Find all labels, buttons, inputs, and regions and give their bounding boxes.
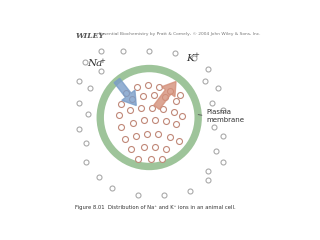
Text: +: + [193,52,199,58]
Text: Na: Na [87,60,102,68]
Text: Essential Biochemistry by Pratt & Cornely, © 2004 John Wiley & Sons, Inc.: Essential Biochemistry by Pratt & Cornel… [99,32,261,36]
Text: WILEY: WILEY [75,32,104,40]
FancyArrow shape [154,81,176,109]
Text: +: + [99,58,105,64]
FancyArrow shape [114,78,136,106]
Circle shape [104,72,195,163]
Circle shape [97,65,202,170]
Text: K: K [186,54,194,63]
Text: Plasma
membrane: Plasma membrane [206,109,244,123]
Text: Figure 8.01  Distribution of Na⁺ and K⁺ ions in an animal cell.: Figure 8.01 Distribution of Na⁺ and K⁺ i… [75,204,236,210]
